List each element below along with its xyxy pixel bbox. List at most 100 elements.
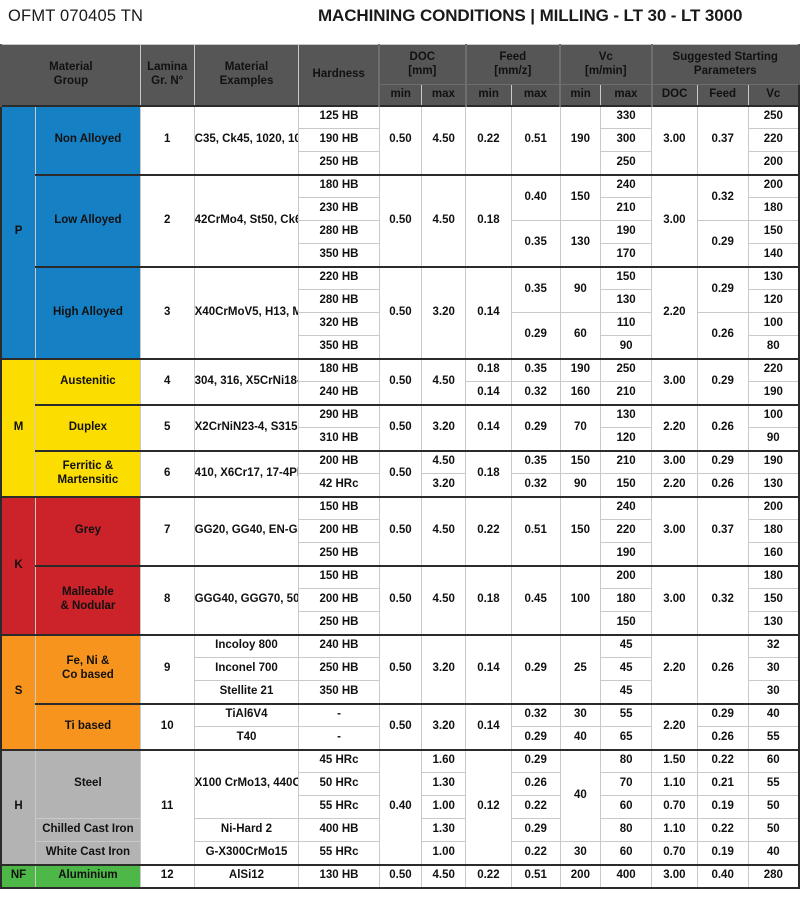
table-row: P Non Alloyed 1 C35, Ck45, 1020, 1045, 1…: [0, 104, 800, 359]
ssp-vc: 180: [747, 519, 800, 543]
group-label-malleable-nodular: Malleable & Nodular: [35, 564, 141, 635]
vc-max: 300: [600, 128, 653, 152]
group-label-line1: Malleable: [62, 586, 114, 599]
ssp-feed: 0.32: [696, 564, 749, 635]
ssp-vc: 190: [747, 449, 800, 474]
ssp-feed: 0.40: [696, 863, 749, 889]
table-row: M Austenitic 4 304, 316, X5CrNi18-9 180 …: [0, 357, 800, 497]
table-row: Chilled Cast Iron Ni-Hard 2 400 HB 1.30 …: [1, 818, 800, 842]
table-row: Stellite 21 350 HB 45 30: [1, 680, 800, 704]
feed-max: 0.29: [510, 312, 561, 359]
doc-min: 0.40: [378, 748, 423, 865]
vc-max: 400: [600, 863, 653, 889]
hardness-value: 280 HB: [298, 289, 380, 313]
ssp-doc: 2.20: [651, 403, 698, 451]
material-examples: TiAl6V4: [193, 702, 300, 727]
feed-max: 0.29: [510, 633, 561, 704]
col-examples-l2: Examples: [219, 74, 274, 87]
hardness-value: 310 HB: [298, 427, 380, 451]
vc-min: 40: [559, 726, 602, 750]
col-material-group: Material Group: [0, 44, 141, 106]
vc-min: 40: [559, 748, 602, 842]
material-examples: AlSi12: [193, 863, 300, 889]
hardness-value: 240 HB: [298, 633, 380, 658]
feed-min: 0.14: [465, 381, 512, 405]
table-header: Material Group Lamina Gr. N° Material Ex…: [0, 44, 800, 106]
material-examples: 410, X6Cr17, 17-4PH, 430: [193, 449, 300, 497]
hardness-value: 150 HB: [298, 564, 380, 589]
col-hardness: Hardness: [298, 44, 380, 106]
ssp-vc: 100: [747, 312, 800, 336]
col-doc-l1: DOC: [409, 50, 436, 63]
feed-min: 0.22: [465, 104, 512, 175]
col-feed-l1: Feed: [499, 50, 527, 63]
group-label-ti-based: Ti based: [35, 702, 141, 750]
vc-min: 90: [559, 265, 602, 313]
vc-max: 250: [600, 357, 653, 382]
hardness-value: 55 HRc: [298, 795, 380, 819]
table-row: K Grey 7 GG20, GG40, EN-GJL-250, N030B 1…: [0, 495, 800, 635]
ssp-doc: 3.00: [651, 863, 698, 889]
col-lamina-l1: Lamina: [147, 61, 188, 74]
ssp-feed: 0.26: [696, 726, 749, 750]
table-row: 320 HB 0.29 60 110 0.26 100: [1, 312, 800, 359]
ssp-feed: 0.37: [696, 104, 749, 175]
ssp-doc: 0.70: [651, 841, 698, 865]
doc-max: 3.20: [421, 702, 467, 750]
group-label-line1: Ferritic &: [62, 459, 114, 472]
col-lamina: Lamina Gr. N°: [139, 44, 195, 106]
ssp-vc: 90: [747, 427, 800, 451]
col-ssp-l2: Parameters: [693, 64, 757, 77]
vc-max: 240: [600, 495, 653, 520]
col-doc-l2: [mm]: [408, 64, 437, 77]
vc-min: 90: [559, 473, 602, 497]
vc-min: 30: [559, 702, 602, 727]
ssp-vc: 30: [747, 657, 800, 681]
table-row: NF Aluminium 12 AlSi12 130 HB 0.50 4.50 …: [0, 863, 800, 889]
material-examples: GGG40, GGG70, 50005: [193, 564, 300, 635]
doc-max: 1.00: [421, 795, 467, 819]
ssp-vc: 100: [747, 403, 800, 428]
ssp-vc: 80: [747, 335, 800, 359]
hardness-value: 190 HB: [298, 128, 380, 152]
material-examples: G-X300CrMo15: [193, 841, 300, 865]
ssp-feed: 0.26: [696, 633, 749, 704]
lamina-number: 11: [139, 748, 195, 865]
feed-max: 0.51: [510, 104, 561, 175]
vc-max: 45: [600, 657, 653, 681]
ssp-vc: 150: [747, 220, 800, 244]
ssp-feed: 0.32: [696, 173, 749, 221]
feed-max: 0.29: [510, 403, 561, 451]
col-material-examples: Material Examples: [193, 44, 300, 106]
doc-max: 3.20: [421, 473, 467, 497]
ssp-feed: 0.26: [696, 312, 749, 359]
vc-max: 130: [600, 289, 653, 313]
ssp-doc: 3.00: [651, 564, 698, 635]
hardness-value: 290 HB: [298, 403, 380, 428]
vc-max: 70: [600, 772, 653, 796]
ssp-vc: 140: [747, 243, 800, 267]
vc-min: 150: [559, 495, 602, 566]
family-letter-H: H: [14, 800, 23, 813]
col-doc-max: max: [421, 84, 467, 106]
col-doc-min: min: [378, 84, 423, 106]
family-letter-P: P: [14, 225, 23, 238]
ssp-vc: 40: [747, 702, 800, 727]
material-examples: X40CrMoV5, H13, M42, D3, S6-5-2, 12Ni19: [193, 265, 300, 359]
vc-max: 150: [600, 611, 653, 635]
vc-max: 150: [600, 473, 653, 497]
vc-min: 60: [559, 312, 602, 359]
table-row: 280 HB 130 120: [1, 289, 800, 313]
feed-min: 0.14: [465, 702, 512, 750]
doc-max: 4.50: [421, 449, 467, 474]
ssp-feed: 0.26: [696, 403, 749, 451]
ssp-doc: 3.00: [651, 357, 698, 405]
doc-max: 3.20: [421, 633, 467, 704]
vc-max: 65: [600, 726, 653, 750]
hardness-value: 50 HRc: [298, 772, 380, 796]
vc-min: 200: [559, 863, 602, 889]
vc-min: 160: [559, 381, 602, 405]
hardness-value: 250 HB: [298, 611, 380, 635]
feed-min: 0.18: [465, 357, 512, 382]
col-lamina-l2: Gr. N°: [151, 74, 184, 87]
